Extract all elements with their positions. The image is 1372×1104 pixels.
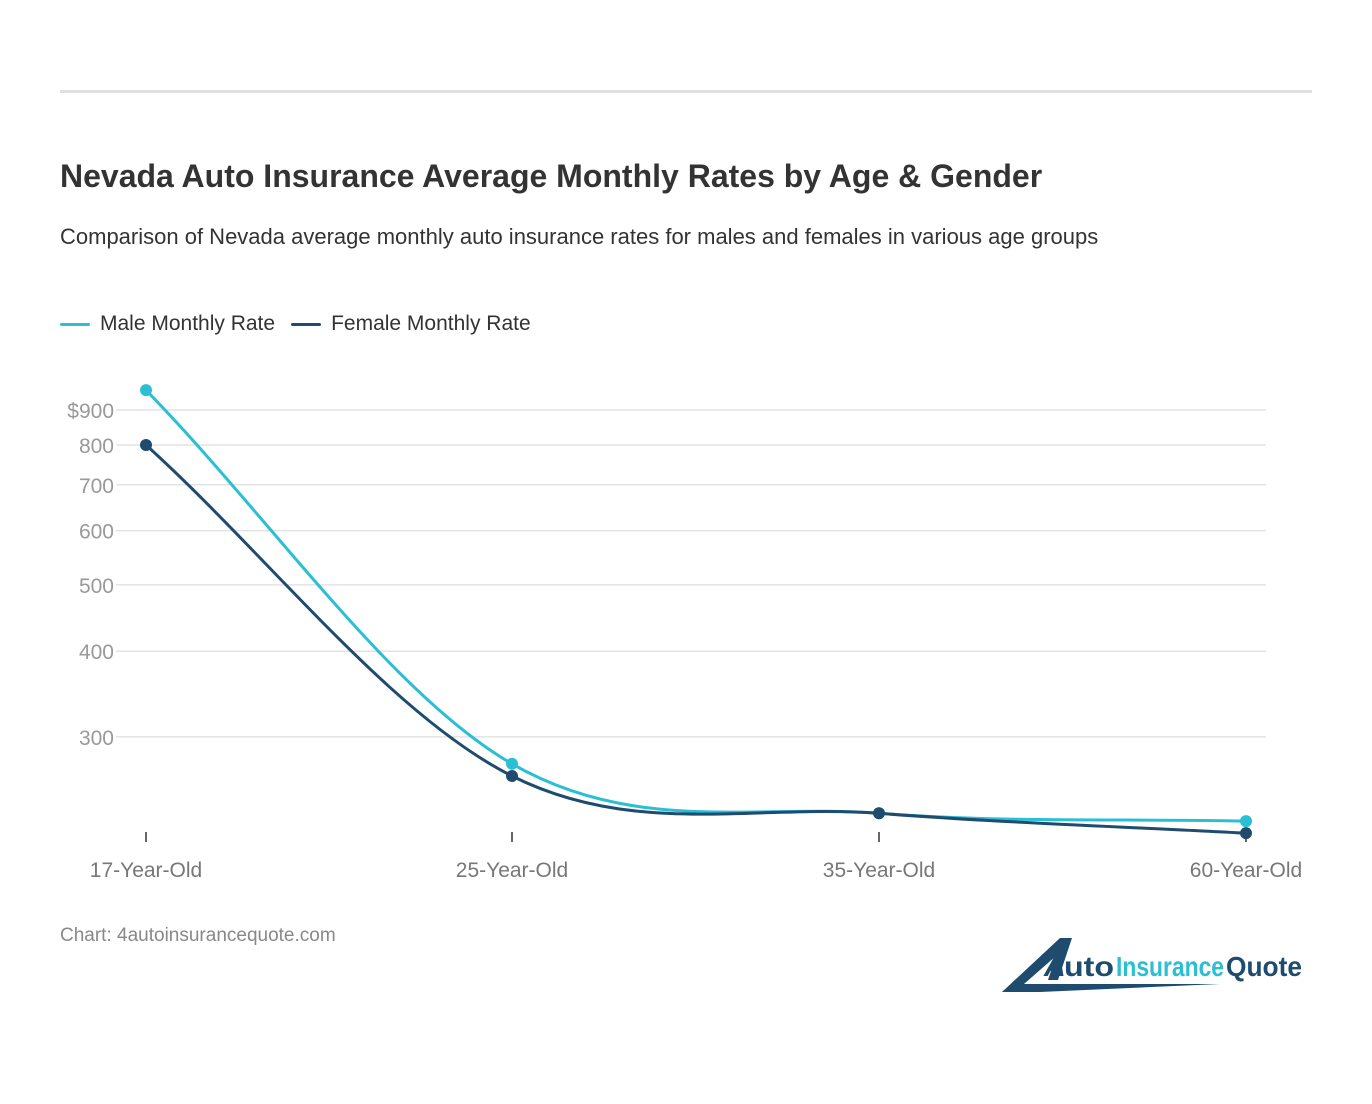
legend-swatch-female: [291, 322, 322, 326]
series-line-male: [144, 389, 1247, 823]
data-point-male: [140, 384, 152, 397]
top-divider: [60, 90, 1312, 93]
legend-item-male[interactable]: Male Monthly Rate: [60, 312, 275, 336]
legend-label-male: Male Monthly Rate: [100, 312, 276, 335]
svg-text:A: A: [1043, 950, 1066, 983]
chart-plot: 300 400 500 600 700 800 $900 17-Year-Old 25-Year…: [67, 384, 1302, 882]
y-tick-label: $900: [67, 400, 114, 423]
x-tick-label: 60-Year-Old: [1190, 859, 1302, 882]
legend-swatch-male: [60, 322, 90, 326]
data-point-male: [1240, 815, 1252, 828]
y-tick-label: 800: [79, 435, 114, 458]
data-point-female: [140, 439, 152, 452]
chart-source: Chart: 4autoinsurancequote.com: [60, 925, 336, 946]
data-point-female: [506, 769, 518, 782]
y-tick-label: 300: [79, 727, 114, 750]
x-tick-label: 25-Year-Old: [456, 859, 568, 882]
y-tick-label: 500: [79, 575, 114, 598]
y-tick-label: 700: [79, 475, 114, 498]
data-point-male: [506, 757, 518, 770]
y-tick-label: 400: [79, 641, 114, 664]
series-line-female: [144, 443, 1247, 835]
legend: Male Monthly Rate Female Monthly Rate: [60, 312, 531, 336]
y-tick-label: 600: [79, 521, 114, 544]
x-tick-label: 17-Year-Old: [90, 859, 202, 882]
svg-text:uto: uto: [1064, 951, 1114, 982]
chart-title: Nevada Auto Insurance Average Monthly Ra…: [60, 158, 1043, 194]
svg-text:Quote: Quote: [1226, 951, 1302, 982]
x-tick-label: 35-Year-Old: [823, 859, 935, 882]
legend-label-female: Female Monthly Rate: [331, 312, 531, 335]
brand-logo: A uto Insurance Quote: [1002, 938, 1302, 992]
legend-item-female[interactable]: Female Monthly Rate: [291, 312, 531, 336]
data-point-female: [873, 807, 885, 820]
chart-subtitle: Comparison of Nevada average monthly aut…: [60, 224, 1099, 249]
svg-text:Insurance: Insurance: [1116, 951, 1224, 982]
data-point-female: [1240, 827, 1252, 840]
